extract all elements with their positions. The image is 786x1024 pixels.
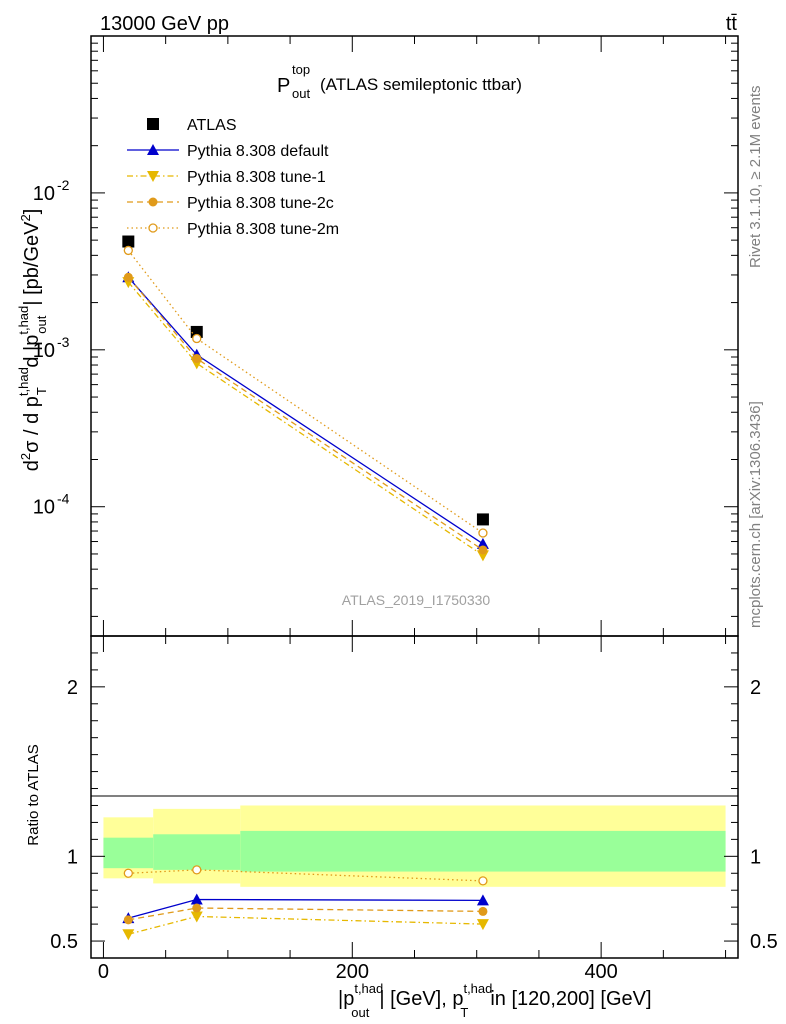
x-tick-label: 200 — [336, 961, 369, 983]
band-inner-1 — [153, 834, 241, 870]
header-left: 13000 GeV pp — [100, 13, 229, 35]
legend: ATLAS Pythia 8.308 default Pythia 8.308 tu… — [127, 117, 339, 238]
legend-label-pythia-8-308-tune-1: Pythia 8.308 tune-1 — [187, 169, 326, 186]
ratio-point-pythia-8-308-default — [190, 893, 203, 905]
ratio-y-tick-label-right: 0.5 — [750, 931, 778, 953]
main-series-layer — [122, 235, 489, 562]
main-point-pythia-8-308-tune-2m — [478, 528, 488, 538]
ratio-point-pythia-8-308-tune-2c — [478, 906, 488, 916]
main-point-atlas — [122, 235, 135, 248]
main-point-pythia-8-308-tune-2c — [192, 354, 202, 364]
main-y-tick-label: 10 — [33, 340, 55, 362]
ratio-point-pythia-8-308-tune-1 — [476, 919, 489, 931]
ratio-point-pythia-8-308-tune-2c — [123, 915, 133, 925]
x-axis-label: |pt,had out| [GeV], pt,had Tin [120,200] [… — [338, 981, 652, 1020]
main-line-pythia-8-308-tune-2c — [127, 276, 484, 551]
main-point-pythia-8-308-tune-2c — [478, 545, 488, 555]
main-point-atlas — [190, 325, 203, 338]
main-point-pythia-8-308-default — [476, 537, 489, 549]
ratio-y-tick-label-right: 2 — [750, 677, 761, 699]
band-inner-2 — [240, 830, 726, 872]
svg-text:top: top — [292, 62, 310, 77]
main-point-pythia-8-308-tune-2c — [123, 272, 133, 282]
ratio-y-tick-label-right: 1 — [750, 846, 761, 868]
svg-text:out: out — [292, 86, 310, 101]
axis-ticks — [91, 35, 738, 959]
main-point-pythia-8-308-tune-2m — [192, 333, 202, 344]
ratio-y-label: Ratio to ATLAS — [25, 744, 42, 845]
main-y-tick-label: 10 — [33, 183, 55, 205]
ratio-point-pythia-8-308-default — [476, 894, 489, 906]
main-y-tick-exponent: -2 — [57, 177, 70, 193]
ratio-line-pythia-8-308-tune-1 — [128, 915, 483, 935]
ratio-series-layer — [122, 865, 489, 941]
ratio-point-pythia-8-308-tune-2m — [192, 865, 202, 875]
legend-marker-atlas — [147, 118, 159, 130]
ratio-y-tick-label: 2 — [67, 677, 78, 699]
main-title: P top out (ATLAS semileptonic ttbar) — [277, 62, 522, 101]
legend-marker-pythia-8-308-tune-2c — [148, 197, 158, 207]
ratio-point-pythia-8-308-tune-1 — [122, 929, 135, 941]
ratio-point-pythia-8-308-tune-1 — [190, 911, 203, 923]
legend-label-pythia-8-308-tune-2c: Pythia 8.308 tune-2c — [187, 195, 334, 212]
main-point-pythia-8-308-tune-2m — [123, 245, 133, 256]
main-point-atlas — [476, 513, 489, 526]
header-right: tt̄ — [726, 13, 738, 35]
svg-text:(ATLAS semileptonic ttbar): (ATLAS semileptonic ttbar) — [320, 75, 522, 94]
legend-marker-pythia-8-308-tune-1 — [147, 171, 159, 182]
legend-marker-pythia-8-308-tune-2m — [148, 223, 158, 233]
legend-marker-pythia-8-308-default — [147, 144, 159, 155]
ratio-point-pythia-8-308-tune-2c — [192, 903, 202, 913]
svg-text:P: P — [277, 75, 290, 97]
axis-tick-labels: 10-410-310 -20.5 0.51 12 20 200 400 — [33, 177, 778, 983]
main-y-tick-exponent: -3 — [57, 334, 70, 350]
main-line-pythia-8-308-default — [127, 276, 484, 545]
ratio-y-tick-label: 0.5 — [50, 931, 78, 953]
ratio-point-pythia-8-308-tune-2m — [123, 868, 133, 878]
ratio-point-pythia-8-308-tune-2m — [478, 876, 488, 886]
x-tick-label: 400 — [584, 961, 617, 983]
rivet-label: Rivet 3.1.10, ≥ 2.1M events — [747, 86, 764, 269]
main-y-tick-exponent: -4 — [57, 491, 70, 507]
main-line-pythia-8-308-tune-2m — [127, 250, 484, 534]
legend-label-pythia-8-308-tune-2m: Pythia 8.308 tune-2m — [187, 221, 339, 238]
ratio-bands — [103, 805, 726, 887]
legend-label-atlas: ATLAS — [187, 117, 237, 134]
ratio-line-pythia-8-308-default — [128, 898, 483, 919]
main-line-pythia-8-308-tune-1 — [127, 281, 484, 556]
analysis-watermark: ATLAS_2019_I1750330 — [342, 592, 491, 608]
mcplots-label: mcplots.cern.ch [arXiv:1306.3436] — [747, 401, 764, 628]
legend-label-pythia-8-308-default: Pythia 8.308 default — [187, 143, 329, 160]
ratio-y-tick-label: 1 — [67, 846, 78, 868]
x-tick-label: 0 — [98, 961, 109, 983]
main-y-tick-label: 10 — [33, 497, 55, 519]
ratio-line-pythia-8-308-tune-2c — [128, 907, 483, 921]
band-inner-0 — [103, 837, 154, 869]
